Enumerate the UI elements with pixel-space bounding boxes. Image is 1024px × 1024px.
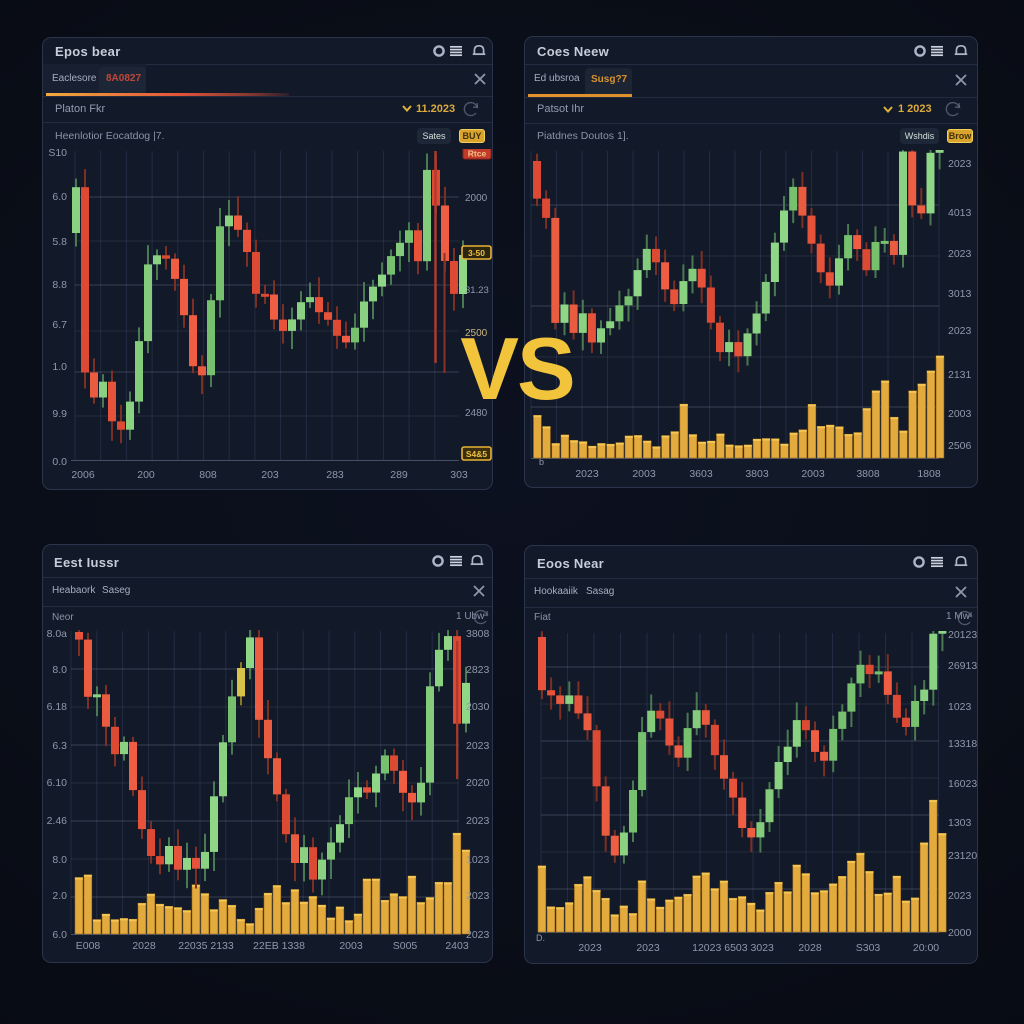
svg-text:6.0: 6.0 xyxy=(52,929,67,941)
svg-text:0.0: 0.0 xyxy=(52,456,67,468)
svg-text:6.18: 6.18 xyxy=(47,701,68,713)
svg-text:4013: 4013 xyxy=(948,207,972,219)
svg-text:6.3: 6.3 xyxy=(52,740,67,752)
svg-text:6.10: 6.10 xyxy=(47,777,68,789)
svg-text:2023: 2023 xyxy=(578,942,602,954)
svg-text:2006: 2006 xyxy=(71,469,95,481)
svg-text:22EB 1338: 22EB 1338 xyxy=(253,940,305,952)
svg-text:2500: 2500 xyxy=(465,328,488,339)
svg-text:2.0: 2.0 xyxy=(52,890,67,902)
svg-text:S10: S10 xyxy=(48,149,67,159)
svg-text:16023: 16023 xyxy=(948,778,977,790)
svg-text:8.0: 8.0 xyxy=(52,854,67,866)
svg-text:1023: 1023 xyxy=(948,701,972,713)
svg-text:1808: 1808 xyxy=(917,468,941,480)
svg-text:2023: 2023 xyxy=(466,740,490,752)
svg-text:2023: 2023 xyxy=(575,468,599,480)
svg-text:808: 808 xyxy=(199,469,217,481)
svg-text:22035 2133: 22035 2133 xyxy=(178,940,234,952)
svg-text:1303: 1303 xyxy=(948,817,972,829)
svg-text:2480: 2480 xyxy=(465,408,488,419)
svg-text:8.8: 8.8 xyxy=(52,279,67,291)
svg-text:6.0: 6.0 xyxy=(52,191,67,203)
svg-text:2506: 2506 xyxy=(948,440,972,452)
svg-text:2000: 2000 xyxy=(948,927,972,939)
svg-text:2028: 2028 xyxy=(798,942,822,954)
svg-text:31.23: 31.23 xyxy=(465,285,489,296)
svg-text:2003: 2003 xyxy=(948,408,972,420)
svg-text:2023: 2023 xyxy=(466,890,490,902)
svg-text:5.8: 5.8 xyxy=(52,236,67,248)
svg-text:2023: 2023 xyxy=(636,942,660,954)
svg-text:2003: 2003 xyxy=(801,468,825,480)
svg-text:2023: 2023 xyxy=(948,248,972,260)
svg-text:3-50: 3-50 xyxy=(468,248,485,258)
svg-text:2.46: 2.46 xyxy=(47,815,68,827)
svg-text:289: 289 xyxy=(390,469,408,481)
svg-text:2020: 2020 xyxy=(466,777,490,789)
svg-text:3603: 3603 xyxy=(689,468,713,480)
svg-text:8.0: 8.0 xyxy=(52,664,67,676)
svg-text:2023: 2023 xyxy=(466,815,490,827)
svg-text:23120: 23120 xyxy=(948,850,977,862)
svg-text:2823: 2823 xyxy=(466,664,490,676)
svg-text:1023: 1023 xyxy=(466,854,490,866)
svg-text:S005: S005 xyxy=(393,940,418,952)
svg-text:2131: 2131 xyxy=(948,369,972,381)
svg-text:26913: 26913 xyxy=(948,660,977,672)
svg-text:8.0a: 8.0a xyxy=(47,629,68,640)
svg-text:200: 200 xyxy=(137,469,155,481)
svg-text:283: 283 xyxy=(326,469,344,481)
svg-text:D.: D. xyxy=(536,933,545,943)
svg-text:E008: E008 xyxy=(76,940,101,952)
svg-text:3808: 3808 xyxy=(466,629,490,640)
svg-text:20123: 20123 xyxy=(948,629,977,641)
svg-text:2403: 2403 xyxy=(445,940,469,952)
svg-text:2023: 2023 xyxy=(948,890,972,902)
svg-text:2000: 2000 xyxy=(465,193,488,204)
svg-text:b: b xyxy=(539,457,544,467)
svg-text:6.7: 6.7 xyxy=(52,319,67,331)
svg-text:203: 203 xyxy=(261,469,279,481)
svg-text:12023 6503 3023: 12023 6503 3023 xyxy=(692,942,774,954)
svg-text:2023: 2023 xyxy=(466,929,490,941)
svg-text:Rtce: Rtce xyxy=(468,149,487,159)
svg-text:3808: 3808 xyxy=(856,468,880,480)
svg-text:303: 303 xyxy=(450,469,468,481)
svg-text:2003: 2003 xyxy=(632,468,656,480)
svg-text:1.0: 1.0 xyxy=(52,361,67,373)
svg-text:13318: 13318 xyxy=(948,738,977,750)
svg-text:2028: 2028 xyxy=(132,940,156,952)
svg-text:3803: 3803 xyxy=(745,468,769,480)
svg-text:2023: 2023 xyxy=(948,158,972,170)
svg-text:2023: 2023 xyxy=(948,325,972,337)
svg-text:2003: 2003 xyxy=(339,940,363,952)
svg-text:2030: 2030 xyxy=(466,701,490,713)
svg-text:S303: S303 xyxy=(856,942,881,954)
svg-text:20:00: 20:00 xyxy=(913,942,939,954)
svg-text:9.9: 9.9 xyxy=(52,408,67,420)
svg-text:S4&5: S4&5 xyxy=(466,449,488,459)
svg-text:3013: 3013 xyxy=(948,288,972,300)
